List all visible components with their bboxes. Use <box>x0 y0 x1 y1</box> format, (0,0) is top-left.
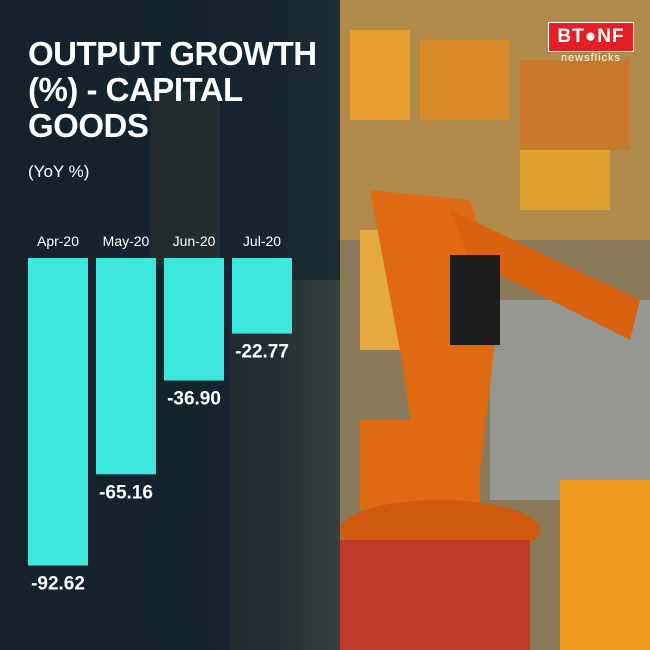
value-label: -65.16 <box>99 482 153 503</box>
value-label: -36.90 <box>167 389 221 410</box>
logo-subtitle: newsflicks <box>560 52 622 64</box>
bar-apr-20 <box>28 258 88 566</box>
y-axis-label: (YoY %) <box>28 162 90 181</box>
category-label: May-20 <box>103 233 150 249</box>
bar-may-20 <box>96 258 156 475</box>
category-label: Apr-20 <box>37 233 79 249</box>
bar-jun-20 <box>164 258 224 381</box>
category-label: Jul-20 <box>243 233 281 249</box>
value-label: -92.62 <box>31 573 85 594</box>
chart-title: OUTPUT GROWTH (%) - CAPITAL GOODS <box>28 35 317 144</box>
brand-logo: BT●NF newsflicks <box>548 22 634 68</box>
value-label: -22.77 <box>235 342 289 363</box>
logo-mark: BT●NF <box>548 22 634 52</box>
category-label: Jun-20 <box>173 233 216 249</box>
bar-jul-20 <box>232 258 292 334</box>
